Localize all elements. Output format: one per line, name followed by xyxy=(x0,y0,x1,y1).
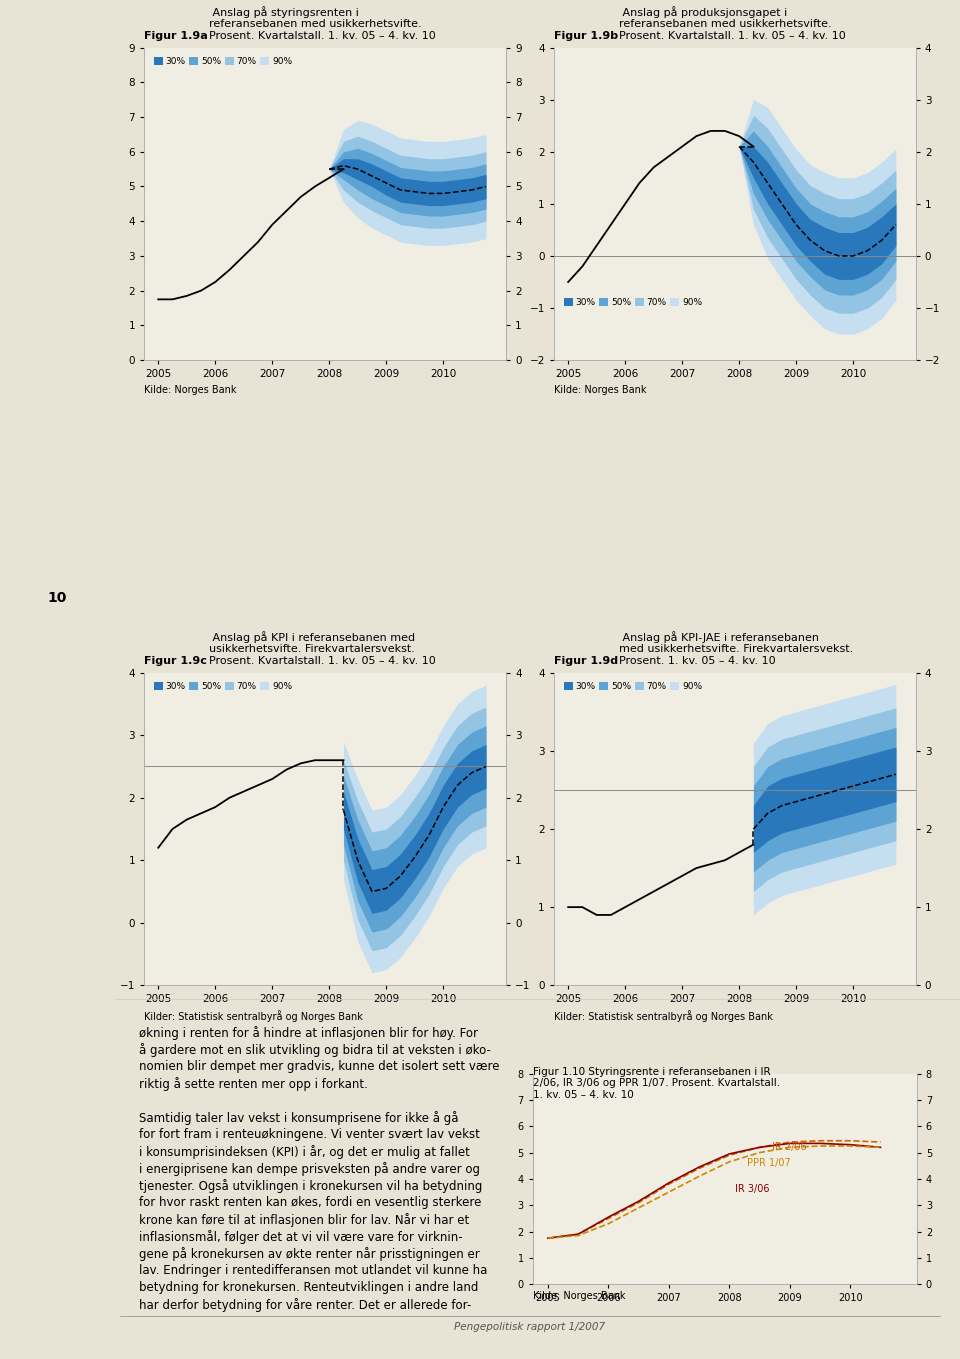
Text: Anslag på KPI-JAE i referansebanen
med usikkerhetsvifte. Firekvartalersvekst.
Pr: Anslag på KPI-JAE i referansebanen med u… xyxy=(619,631,853,666)
Legend: 30%, 50%, 70%, 90%: 30%, 50%, 70%, 90% xyxy=(152,56,294,68)
Text: i konsumprisindeksen (KPI) i år, og det er mulig at fallet: i konsumprisindeksen (KPI) i år, og det … xyxy=(139,1144,470,1159)
Text: IR 2/06: IR 2/06 xyxy=(772,1142,806,1152)
Text: Pengepolitisk rapport 1/2007: Pengepolitisk rapport 1/2007 xyxy=(454,1322,606,1332)
Text: Figur 1.9d: Figur 1.9d xyxy=(554,656,618,666)
Text: å gardere mot en slik utvikling og bidra til at veksten i øko-: å gardere mot en slik utvikling og bidra… xyxy=(139,1044,492,1057)
Text: Figur 1.9a: Figur 1.9a xyxy=(144,31,207,41)
Text: i energiprisene kan dempe prisveksten på andre varer og: i energiprisene kan dempe prisveksten på… xyxy=(139,1162,480,1176)
Text: for fort fram i renteuøkningene. Vi venter svært lav vekst: for fort fram i renteuøkningene. Vi vent… xyxy=(139,1128,480,1142)
Text: Samtidig taler lav vekst i konsumprisene for ikke å gå: Samtidig taler lav vekst i konsumprisene… xyxy=(139,1112,459,1125)
Text: Kilder: Statistisk sentralbyrå og Norges Bank: Kilder: Statistisk sentralbyrå og Norges… xyxy=(144,1010,363,1022)
Text: Kilder: Statistisk sentralbyrå og Norges Bank: Kilder: Statistisk sentralbyrå og Norges… xyxy=(554,1010,773,1022)
Legend: 30%, 50%, 70%, 90%: 30%, 50%, 70%, 90% xyxy=(562,296,704,308)
Text: riktig å sette renten mer opp i forkant.: riktig å sette renten mer opp i forkant. xyxy=(139,1076,368,1091)
Text: Figur 1.9c: Figur 1.9c xyxy=(144,656,206,666)
Text: gene på kronekursen av økte renter når prisstigningen er: gene på kronekursen av økte renter når p… xyxy=(139,1248,480,1261)
Text: Kilde: Norges Bank: Kilde: Norges Bank xyxy=(533,1291,625,1301)
Text: inflasionsmål, følger det at vi vil være vare for virknin-: inflasionsmål, følger det at vi vil være… xyxy=(139,1230,463,1243)
Text: for hvor raskt renten kan økes, fordi en vesentlig sterkere: for hvor raskt renten kan økes, fordi en… xyxy=(139,1196,482,1210)
Text: Figur 1.9b: Figur 1.9b xyxy=(554,31,618,41)
Text: Anslag på styringsrenten i
referansebanen med usikkerhetsvifte.
Prosent. Kvartal: Anslag på styringsrenten i referansebane… xyxy=(209,5,436,41)
Legend: 30%, 50%, 70%, 90%: 30%, 50%, 70%, 90% xyxy=(562,681,704,693)
Text: Figur 1.10 Styringsrente i referansebanen i IR
2/06, IR 3/06 og PPR 1/07. Prosen: Figur 1.10 Styringsrente i referansebane… xyxy=(533,1067,780,1099)
Legend: 30%, 50%, 70%, 90%: 30%, 50%, 70%, 90% xyxy=(152,681,294,693)
Text: Kilde: Norges Bank: Kilde: Norges Bank xyxy=(144,385,236,394)
Text: krone kan føre til at inflasjonen blir for lav. Når vi har et: krone kan føre til at inflasjonen blir f… xyxy=(139,1214,469,1227)
Text: nomien blir dempet mer gradvis, kunne det isolert sett være: nomien blir dempet mer gradvis, kunne de… xyxy=(139,1060,500,1074)
Text: Anslag på KPI i referansebanen med
usikkerhetsvifte. Firekvartalersvekst.
Prosen: Anslag på KPI i referansebanen med usikk… xyxy=(209,631,436,666)
Text: tjenester. Også utviklingen i kronekursen vil ha betydning: tjenester. Også utviklingen i kronekurse… xyxy=(139,1178,483,1193)
Text: betydning for kronekursen. Renteutviklingen i andre land: betydning for kronekursen. Renteutviklin… xyxy=(139,1280,479,1294)
Text: IR 3/06: IR 3/06 xyxy=(735,1184,770,1195)
Text: PPR 1/07: PPR 1/07 xyxy=(748,1158,791,1167)
Text: Kilde: Norges Bank: Kilde: Norges Bank xyxy=(554,385,646,394)
Text: Anslag på produksjonsgapet i
referansebanen med usikkerhetsvifte.
Prosent. Kvart: Anslag på produksjonsgapet i referanseba… xyxy=(619,5,846,41)
Text: 10: 10 xyxy=(48,591,67,605)
Text: lav. Endringer i rentedifferansen mot utlandet vil kunne ha: lav. Endringer i rentedifferansen mot ut… xyxy=(139,1264,488,1277)
Text: har derfor betydning for våre renter. Det er allerede for-: har derfor betydning for våre renter. De… xyxy=(139,1298,471,1311)
Text: økning i renten for å hindre at inflasjonen blir for høy. For: økning i renten for å hindre at inflasjo… xyxy=(139,1026,478,1040)
